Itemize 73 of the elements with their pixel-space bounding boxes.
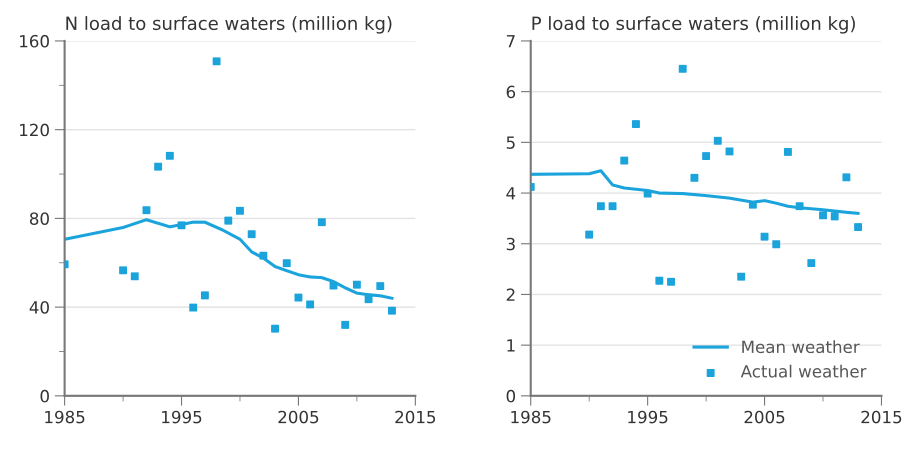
point <box>655 276 664 285</box>
point <box>819 211 827 220</box>
y-tick-label: 80 <box>30 212 49 225</box>
point <box>178 221 186 230</box>
point <box>388 306 396 315</box>
point <box>608 202 617 210</box>
x-tick-label: 1985 <box>45 410 84 424</box>
point <box>678 64 687 73</box>
chart-title: P load to surface waters (million kg) <box>532 16 855 34</box>
y-tick-label: 7 <box>506 35 515 48</box>
point <box>842 173 850 182</box>
x-tick-label: 2005 <box>744 410 784 424</box>
point <box>154 162 162 171</box>
point <box>119 266 128 274</box>
point <box>796 202 804 210</box>
y-tick-label: 5 <box>506 136 515 149</box>
point <box>306 300 314 308</box>
x-tick-label: 2005 <box>278 410 318 424</box>
point <box>364 295 373 304</box>
point <box>714 136 722 145</box>
point <box>352 280 361 289</box>
point <box>667 278 675 286</box>
y-tick-label: 6 <box>506 86 516 98</box>
point <box>784 148 792 156</box>
y-tick-label: 120 <box>20 124 49 136</box>
y-tick-label: 1 <box>507 339 515 352</box>
point <box>772 240 780 248</box>
y-tick-label: 3 <box>506 238 515 250</box>
point <box>620 156 628 165</box>
chart-title: N load to surface waters (million kg) <box>66 16 392 34</box>
point <box>271 324 280 333</box>
point <box>737 272 746 281</box>
point <box>341 320 350 329</box>
point <box>690 174 698 182</box>
point <box>224 216 232 225</box>
x-tick-label: 1985 <box>511 410 550 424</box>
point <box>760 232 769 241</box>
point <box>702 152 710 160</box>
point <box>854 223 862 231</box>
point <box>142 206 150 214</box>
y-tick-label: 160 <box>20 34 49 48</box>
x-tick-label: 1995 <box>628 410 668 424</box>
point <box>376 282 384 290</box>
point <box>259 252 268 260</box>
point <box>130 272 139 280</box>
x-tick-label: 1995 <box>162 410 202 424</box>
point <box>166 152 174 160</box>
point <box>726 148 734 156</box>
y-tick-label: 0 <box>506 390 516 402</box>
point <box>212 57 221 66</box>
y-tick-label: 0 <box>40 390 49 402</box>
point <box>318 218 326 226</box>
point <box>807 259 816 267</box>
point <box>189 304 198 312</box>
point <box>830 212 839 220</box>
legend-label: Actual weather <box>740 364 866 378</box>
x-tick-label: 2015 <box>861 410 902 424</box>
point <box>596 202 605 210</box>
legend-label: Mean weather <box>742 340 860 354</box>
y-tick-label: 4 <box>506 187 516 200</box>
point <box>200 291 209 300</box>
point <box>282 259 291 268</box>
point <box>585 230 594 239</box>
point <box>644 190 652 198</box>
point <box>632 120 640 128</box>
y-tick-label: 40 <box>30 301 49 314</box>
point <box>330 282 338 290</box>
point <box>748 200 757 209</box>
x-tick-label: 2015 <box>395 410 436 424</box>
point <box>236 206 244 215</box>
point <box>294 294 302 302</box>
point <box>248 230 256 238</box>
y-tick-label: 2 <box>506 288 514 301</box>
